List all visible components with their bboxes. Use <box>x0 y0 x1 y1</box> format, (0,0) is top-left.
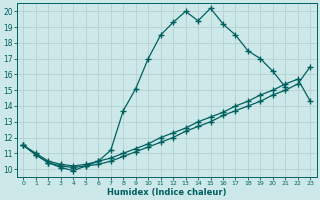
X-axis label: Humidex (Indice chaleur): Humidex (Indice chaleur) <box>107 188 227 197</box>
